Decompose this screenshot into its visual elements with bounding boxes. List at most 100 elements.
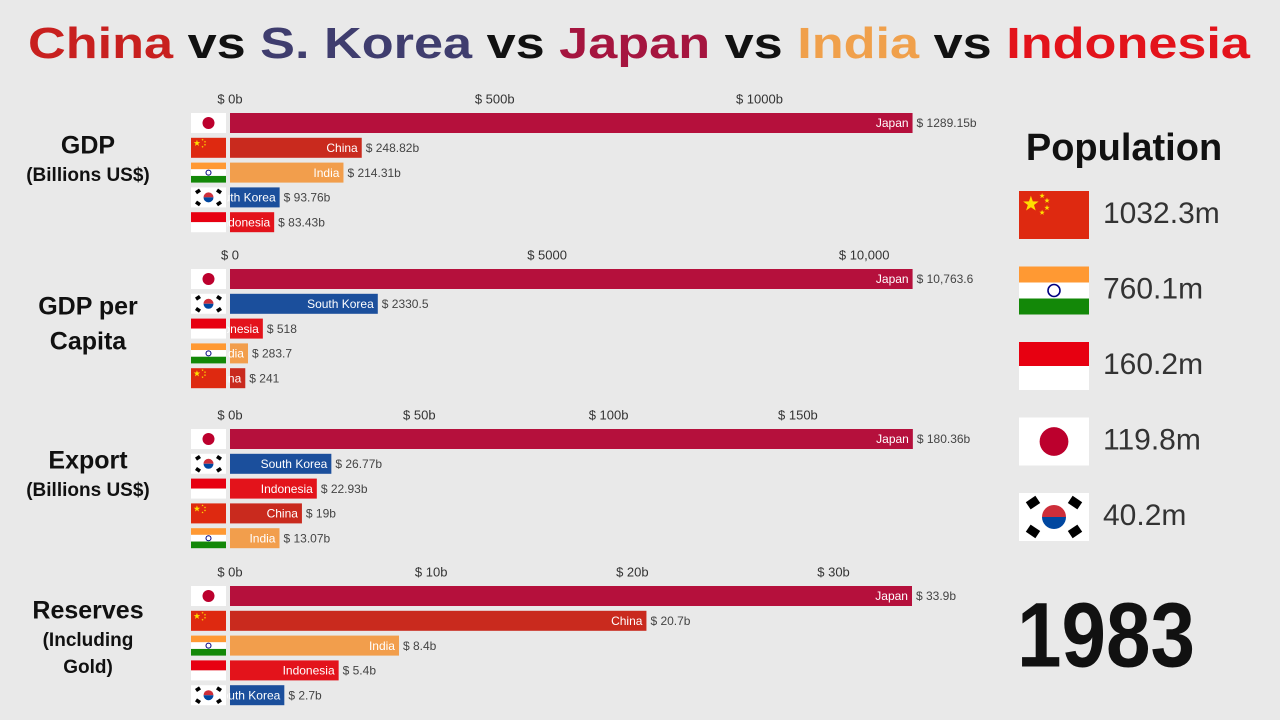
x-tick-label: $ 0 [221, 247, 239, 262]
flag-trigram [195, 200, 201, 207]
flag-star [201, 611, 204, 614]
x-tick-label: $ 0b [217, 91, 242, 106]
flag-star [193, 505, 201, 512]
bar-label: China [326, 141, 358, 155]
flag-yang [203, 192, 214, 198]
flag-trigram [216, 188, 222, 195]
flag [191, 343, 226, 364]
chart-subtitle: (Billions US$) [26, 165, 150, 186]
flag-star [201, 504, 204, 507]
year: 1983 [1017, 584, 1195, 686]
value-label: $ 2.7b [288, 688, 322, 702]
flag-disc [202, 433, 215, 445]
flag-stripe [191, 343, 226, 351]
flag-star [203, 613, 207, 616]
x-tick-label: $ 20b [616, 564, 649, 579]
flag [191, 503, 226, 524]
flag-stripe [191, 648, 226, 656]
bar-label: Japan [876, 272, 909, 286]
flag-yang [203, 458, 214, 464]
bar [230, 212, 275, 233]
title-word: vs [487, 19, 545, 68]
bar-label: China [611, 614, 643, 628]
title-word: Japan [559, 19, 710, 68]
flag [1019, 493, 1089, 541]
flag-stripe [191, 222, 226, 233]
chart-title: Reserves [32, 597, 143, 625]
flag [1019, 191, 1089, 239]
bar [230, 162, 344, 183]
chart-title: GDP [61, 132, 115, 160]
population-value: 160.2m [1103, 348, 1203, 381]
bar [230, 503, 302, 524]
flag-yang [203, 298, 214, 304]
flag-wheel [1047, 283, 1061, 298]
flag [191, 660, 226, 681]
flag-trigram [216, 466, 222, 473]
flag-stripe [191, 660, 226, 671]
bar [230, 137, 362, 158]
flag-star [193, 370, 201, 377]
flag-stripe [191, 478, 226, 489]
flag-wheel [205, 169, 212, 176]
flag [191, 478, 226, 499]
flag-trigram [216, 698, 222, 705]
flag-field [191, 368, 226, 389]
flag-star [203, 506, 207, 509]
bar-label: Japan [875, 589, 908, 603]
flag-stripe [191, 356, 226, 364]
bar-label: South Korea [209, 191, 276, 205]
flag-yang [1042, 505, 1066, 517]
flag-wheel [205, 535, 212, 542]
x-tick-label: $ 50b [403, 407, 436, 422]
flag-stripe [191, 318, 226, 329]
flag-star [203, 616, 207, 619]
bar [230, 269, 913, 289]
population-value: 40.2m [1103, 499, 1186, 532]
value-label: $ 518 [267, 322, 297, 336]
title-word: S. Korea [260, 19, 472, 68]
bar [230, 453, 332, 474]
flag [191, 586, 226, 606]
flag-trigram [216, 454, 222, 461]
bar-label: Indonesia [207, 322, 259, 336]
flag-stripe [191, 670, 226, 681]
x-tick-label: $ 10,000 [839, 247, 890, 262]
bar-label: South Korea [261, 457, 328, 471]
flag-star [201, 511, 204, 514]
bar [230, 610, 647, 631]
flag-wheel [205, 642, 212, 649]
flag-yin [1042, 517, 1066, 529]
value-label: $ 2330.5 [382, 297, 429, 311]
flag [191, 113, 226, 133]
flag-star [193, 139, 201, 146]
flag-field [191, 137, 226, 158]
chart-subtitle: (Including [43, 630, 134, 651]
flag-stripe [1019, 366, 1089, 390]
flag-yin [203, 463, 214, 469]
title-word: vs [934, 19, 992, 68]
bar-label: India [369, 639, 395, 653]
value-label: $ 83.43b [278, 215, 325, 229]
value-label: $ 180.36b [917, 432, 971, 446]
flag [1019, 417, 1089, 466]
bar-label: India [313, 166, 339, 180]
flag-stripe [191, 350, 226, 357]
bar-label: Indonesia [283, 664, 335, 678]
flag-stripe [191, 642, 226, 649]
bar [230, 113, 913, 133]
value-label: $ 33.9b [916, 589, 956, 603]
flag-star [203, 371, 207, 374]
flag-stripe [191, 169, 226, 176]
flag-star [193, 612, 201, 619]
flag-field [1019, 191, 1089, 239]
flag [191, 453, 226, 474]
flag [191, 293, 226, 314]
value-label: $ 214.31b [347, 166, 401, 180]
flag-disc [202, 117, 215, 129]
flag-star [203, 509, 207, 512]
x-tick-label: $ 150b [778, 407, 818, 422]
flag-field [191, 503, 226, 524]
